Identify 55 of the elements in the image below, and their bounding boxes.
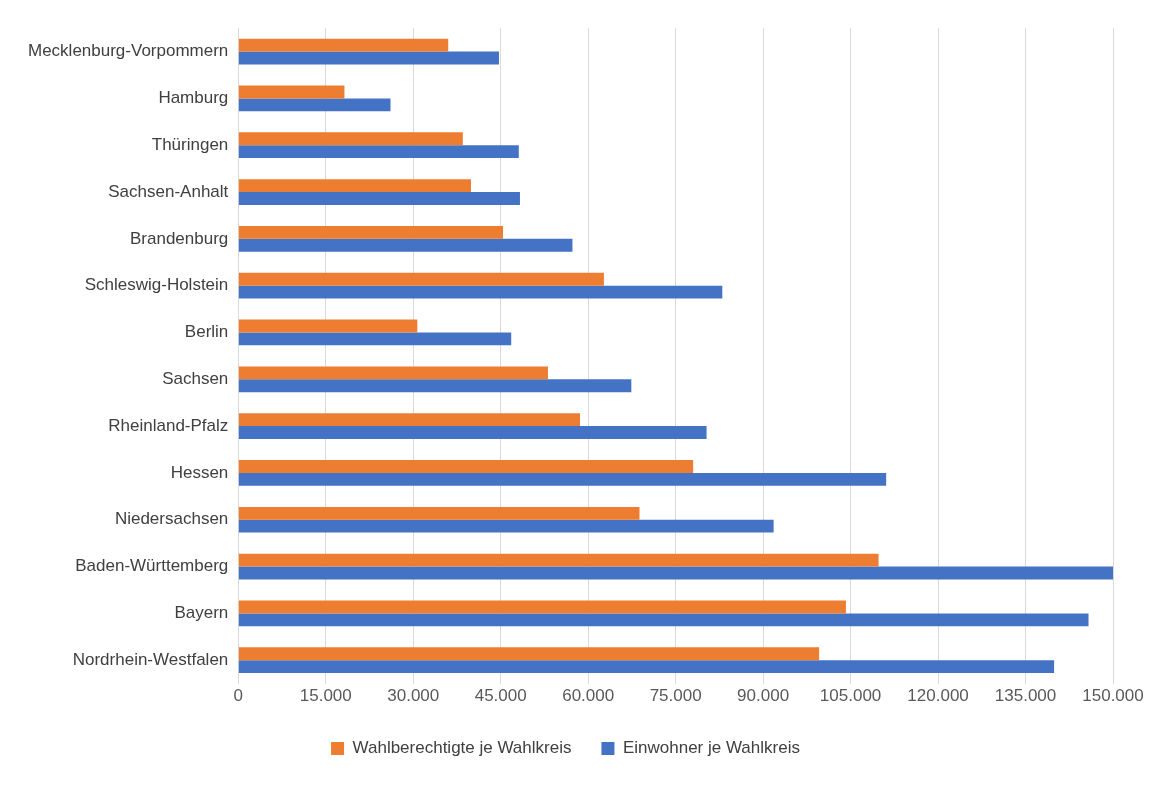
bar: [238, 519, 774, 533]
y-tick-label: Mecklenburg-Vorpommern: [27, 41, 229, 61]
bar: [238, 506, 640, 520]
x-tick-label: 60.000: [562, 686, 615, 706]
bar: [238, 647, 820, 661]
legend-label: Wahlberechtigte je Wahlkreis: [352, 738, 572, 758]
bar: [238, 413, 581, 427]
x-tick-label: 120.000: [907, 686, 969, 706]
y-tick-label: Sachsen: [162, 368, 229, 388]
bar: [238, 600, 846, 614]
y-tick-label: Thüringen: [151, 134, 229, 154]
x-tick-label: 75.000: [649, 686, 702, 706]
y-tick-label: Rheinland-Pfalz: [108, 415, 229, 435]
bar: [238, 85, 345, 99]
bar: [238, 332, 512, 346]
bar: [238, 38, 449, 52]
bar: [238, 285, 723, 299]
bar: [238, 51, 499, 65]
bar: [238, 660, 1055, 674]
bar: [238, 613, 1089, 627]
bar: [238, 472, 887, 486]
x-tick-label: 15.000: [299, 686, 352, 706]
bar: [238, 366, 548, 380]
bar: [238, 225, 504, 239]
x-tick-label: 0: [233, 686, 244, 706]
x-tick-label: 150.000: [1082, 686, 1144, 706]
y-tick-label: Berlin: [184, 322, 229, 342]
bar: [238, 319, 418, 333]
y-tick-label: Brandenburg: [129, 228, 229, 248]
x-tick-label: 30.000: [387, 686, 440, 706]
y-tick-label: Niedersachsen: [114, 509, 229, 529]
y-tick-label: Bayern: [174, 603, 229, 623]
bar: [238, 132, 463, 146]
y-tick-label: Hamburg: [158, 88, 229, 108]
x-tick-label: 90.000: [737, 686, 790, 706]
bar: [238, 238, 573, 252]
bar: [238, 553, 879, 567]
bar: [238, 192, 520, 205]
y-tick-label: Sachsen-Anhalt: [108, 181, 229, 201]
bar: [238, 379, 632, 393]
x-tick-label: 135.000: [994, 686, 1057, 706]
bar: [238, 272, 604, 286]
bar: [238, 460, 694, 473]
bar: [238, 566, 1113, 580]
bar: [238, 426, 707, 439]
y-tick-label: Hessen: [170, 462, 229, 482]
bar: [238, 98, 391, 112]
bar: [238, 179, 471, 193]
y-tick-label: Nordrhein-Westfalen: [72, 649, 229, 669]
x-tick-label: 45.000: [474, 686, 527, 706]
y-tick-label: Schleswig-Holstein: [84, 275, 229, 295]
x-tick-label: 105.000: [819, 686, 882, 706]
legend-label: Einwohner je Wahlkreis: [622, 738, 800, 758]
bar: [238, 145, 519, 159]
y-tick-label: Baden-Württemberg: [75, 556, 229, 576]
